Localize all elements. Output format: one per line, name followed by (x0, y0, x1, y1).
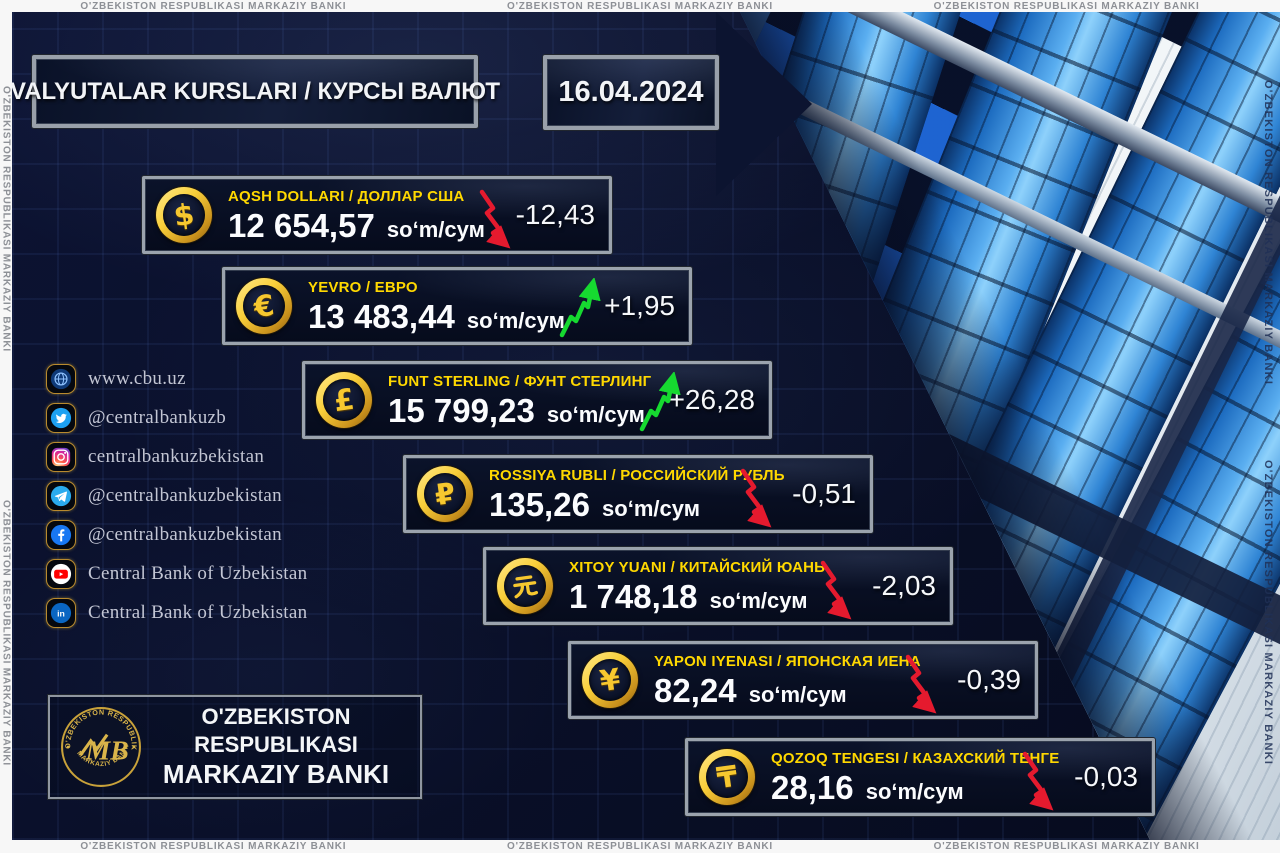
currency-label: AQSH DOLLARI / ДОЛЛАР США (228, 188, 465, 205)
edge-text: O'ZBEKISTON RESPUBLIKASI MARKAZIY BANKI (933, 0, 1200, 12)
edge-text: O'ZBEKISTON RESPUBLIKASI MARKAZIY BANKI (506, 841, 773, 852)
svg-text:in: in (57, 608, 65, 618)
yuan-coin-icon (497, 558, 553, 614)
change-value: +1,95 (604, 290, 675, 321)
edge-text: O'ZBEKISTON RESPUBLIKASI MARKAZIY BANKI (0, 86, 12, 352)
euro-coin-icon: € (236, 278, 292, 334)
twitter-icon (50, 407, 72, 429)
change-value: -0,51 (792, 478, 856, 509)
social-row: @centralbankuzb (46, 403, 307, 433)
linkedin-icon: in (50, 602, 72, 624)
currency-card: £ FUNT STERLING / ФУНТ СТЕРЛИНГ 15 799,2… (302, 361, 772, 439)
edge-strip-left: O'ZBEKISTON RESPUBLIKASI MARKAZIY BANKI … (0, 12, 12, 840)
currency-value: 82,24 (654, 672, 737, 709)
currency-value: 28,16 (771, 769, 854, 806)
change-value: -2,03 (872, 570, 936, 601)
social-links-list: www.cbu.uz @centralbankuzb centralbankuz… (46, 364, 307, 637)
dollar-coin-icon: $ (156, 187, 212, 243)
social-text: @centralbankuzbekistan (88, 524, 282, 545)
currency-card: € YEVRO / ЕВРО 13 483,44 soʻm/сум +1,95 (222, 267, 692, 345)
telegram-icon (50, 485, 72, 507)
change-value: -0,03 (1074, 761, 1138, 792)
currency-label: YAPON IYENASI / ЯПОНСКАЯ ИЕНА (654, 653, 921, 670)
trend-down-icon (740, 468, 772, 528)
edge-text-vertical: O'ZBEKISTON RESPUBLIKASI MARKAZIY BANKI (1262, 80, 1274, 386)
currency-value: 1 748,18 (569, 578, 698, 615)
currency-unit: soʻm/сум (540, 402, 645, 427)
currency-label: XITOY YUANI / КИТАЙСКИЙ ЮАНЬ (569, 559, 826, 576)
social-row: centralbankuzbekistan (46, 442, 307, 472)
currency-card: ¥ YAPON IYENASI / ЯПОНСКАЯ ИЕНА 82,24 so… (568, 641, 1038, 719)
currency-unit: soʻm/сум (703, 588, 808, 613)
currency-label: FUNT STERLING / ФУНТ СТЕРЛИНГ (388, 373, 652, 390)
change-value: +26,28 (668, 384, 755, 415)
edge-strip-bottom: O'ZBEKISTON RESPUBLIKASI MARKAZIY BANKI … (0, 840, 1280, 853)
pound-coin-icon: £ (316, 372, 372, 428)
edge-text: O'ZBEKISTON RESPUBLIKASI MARKAZIY BANKI (80, 841, 347, 852)
social-row: in Central Bank of Uzbekistan (46, 598, 307, 628)
social-text: Central Bank of Uzbekistan (88, 563, 308, 584)
social-text: www.cbu.uz (88, 368, 186, 389)
central-bank-emblem-icon: O'ZBEKISTON RESPUBLIKASI MARKAZIY BANKI … (60, 706, 141, 787)
currency-label: ROSSIYA RUBLI / РОССИЙСКИЙ РУБЛЬ (489, 467, 785, 484)
yen-coin-icon: ¥ (582, 652, 638, 708)
social-text: centralbankuzbekistan (88, 446, 265, 467)
facebook-icon (50, 524, 72, 546)
edge-text: O'ZBEKISTON RESPUBLIKASI MARKAZIY BANKI (80, 0, 347, 12)
currency-card: ₽ ROSSIYA RUBLI / РОССИЙСКИЙ РУБЛЬ 135,2… (403, 455, 873, 533)
currency-card: $ AQSH DOLLARI / ДОЛЛАР США 12 654,57 so… (142, 176, 612, 254)
currency-unit: soʻm/сум (595, 496, 700, 521)
social-row: @centralbankuzbekistan (46, 481, 307, 511)
currency-value: 12 654,57 (228, 207, 375, 244)
change-value: -0,39 (957, 664, 1021, 695)
title-box: VALYUTALAR KURSLARI / КУРСЫ ВАЛЮТ (12, 55, 500, 128)
edge-text: O'ZBEKISTON RESPUBLIKASI MARKAZIY BANKI (0, 500, 12, 766)
yuan-glyph (513, 575, 539, 599)
currency-value: 15 799,23 (388, 392, 535, 429)
trend-up-icon (639, 372, 681, 432)
currency-unit: soʻm/сум (460, 308, 565, 333)
date-box: 16.04.2024 (543, 55, 719, 130)
bank-logo-box: O'ZBEKISTON RESPUBLIKASI MARKAZIY BANKI … (48, 695, 422, 799)
social-text: @centralbankuzb (88, 407, 227, 428)
edge-strip-top: O'ZBEKISTON RESPUBLIKASI MARKAZIY BANKI … (0, 0, 1280, 12)
currency-unit: soʻm/сум (380, 217, 485, 242)
trend-down-icon (905, 654, 937, 714)
date-value: 16.04.2024 (558, 76, 704, 108)
globe-icon (50, 368, 72, 390)
social-row: www.cbu.uz (46, 364, 307, 394)
currency-label: YEVRO / ЕВРО (308, 279, 418, 296)
main-panel: VALYUTALAR KURSLARI / КУРСЫ ВАЛЮТ 16.04.… (12, 12, 1280, 840)
currency-label: QOZOQ TENGESI / КАЗАХСКИЙ ТЕНГЕ (771, 750, 1060, 767)
edge-text-vertical: O'ZBEKISTON RESPUBLIKASI MARKAZIY BANKI (1262, 460, 1274, 766)
currency-card: XITOY YUANI / КИТАЙСКИЙ ЮАНЬ 1 748,18 so… (483, 547, 953, 625)
edge-text: O'ZBEKISTON RESPUBLIKASI MARKAZIY BANKI (506, 0, 773, 12)
change-value: -12,43 (515, 199, 595, 230)
currency-unit: soʻm/сум (859, 779, 964, 804)
social-text: @centralbankuzbekistan (88, 485, 282, 506)
edge-text: O'ZBEKISTON RESPUBLIKASI MARKAZIY BANKI (933, 841, 1200, 852)
svg-text:MB: MB (85, 734, 129, 765)
ruble-coin-icon: ₽ (417, 466, 473, 522)
youtube-icon (50, 563, 72, 585)
trend-down-icon (820, 560, 852, 620)
currency-card: ₸ QOZOQ TENGESI / КАЗАХСКИЙ ТЕНГЕ 28,16 … (685, 738, 1155, 816)
trend-down-icon (1022, 751, 1054, 811)
bank-name: O'ZBEKISTON RESPUBLIKASI MARKAZIY BANKI (162, 704, 390, 790)
trend-up-icon (559, 278, 601, 338)
social-row: @centralbankuzbekistan (46, 520, 307, 550)
currency-unit: soʻm/сум (742, 682, 847, 707)
page-title: VALYUTALAR KURSLARI / КУРСЫ ВАЛЮТ (12, 77, 501, 105)
currency-value: 135,26 (489, 486, 590, 523)
tenge-coin-icon: ₸ (699, 749, 755, 805)
currency-value: 13 483,44 (308, 298, 455, 335)
trend-down-icon (479, 189, 511, 249)
instagram-icon (51, 447, 71, 467)
social-row: Central Bank of Uzbekistan (46, 559, 307, 589)
social-text: Central Bank of Uzbekistan (88, 602, 308, 623)
